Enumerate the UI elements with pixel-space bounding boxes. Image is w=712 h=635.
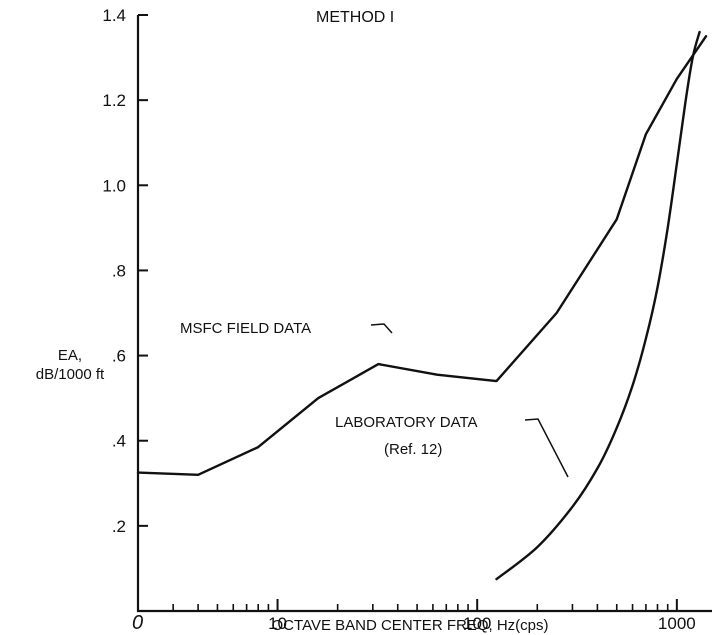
y-tick-label: 1.2 — [102, 91, 126, 110]
laboratory-data-line — [495, 30, 701, 581]
x-axis-ticks: 0 10 100 1000 — [132, 599, 696, 634]
msfc-field-data-line — [136, 35, 708, 476]
x-tick-label: 10 — [268, 614, 287, 633]
x-axis-label: OCTAVE BAND CENTER FREQ, Hz(cps) — [272, 617, 549, 634]
laboratory-data-label-line-1: LABORATORY DATA — [335, 414, 478, 431]
msfc-field-data-label: MSFC FIELD DATA — [180, 320, 311, 337]
series-group — [136, 30, 708, 581]
y-tick-label: 1.4 — [102, 6, 126, 25]
x-tick-label: 100 — [463, 614, 491, 633]
y-axis-label-line-1: EA, — [58, 347, 82, 364]
y-tick-label: .8 — [112, 261, 126, 280]
x-tick-label: 0 — [132, 612, 143, 634]
x-tick-label: 1000 — [658, 614, 696, 633]
y-axis-label-line-2: dB/1000 ft — [36, 366, 105, 383]
laboratory-data-leader — [524, 418, 569, 478]
y-axis-ticks: .2 .4 .6 .8 1.0 1.2 1.4 — [102, 6, 148, 536]
chart-title: METHOD I — [316, 9, 394, 26]
laboratory-data-label-line-2: (Ref. 12) — [384, 441, 442, 458]
y-tick-label: .4 — [112, 432, 126, 451]
y-tick-label: 1.0 — [102, 176, 126, 195]
y-tick-label: .6 — [112, 347, 126, 366]
msfc-field-data-leader — [370, 323, 393, 334]
y-tick-label: .2 — [112, 517, 126, 536]
